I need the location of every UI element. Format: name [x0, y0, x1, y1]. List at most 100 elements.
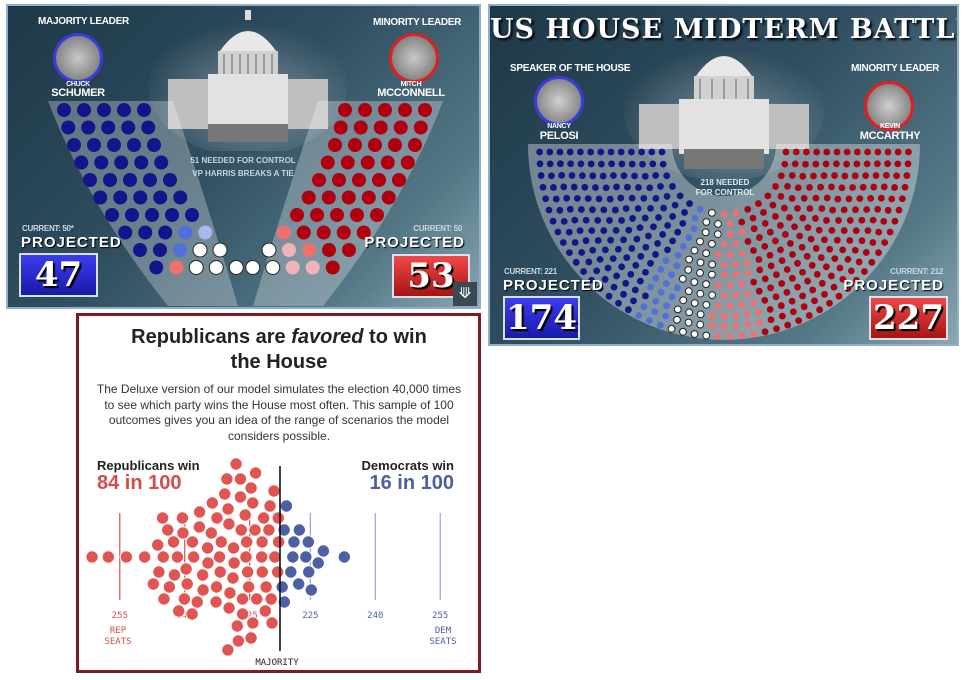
- house-seat-map: [490, 6, 959, 346]
- house-seat-tossup: [715, 221, 722, 228]
- house-seat-tossup: [691, 300, 698, 307]
- rep-win-outcome: [193, 506, 205, 518]
- senate-seat-dem: [93, 191, 107, 205]
- house-seat-rep: [905, 149, 912, 156]
- senate-seat-dem: [143, 173, 157, 187]
- house-seat-rep: [778, 280, 785, 287]
- rep-win-outcome: [215, 536, 227, 548]
- house-seat-dem: [640, 195, 647, 202]
- senate-seat-rep: [317, 226, 331, 240]
- house-seat-dem: [597, 149, 604, 156]
- house-seat-dem_lean: [663, 257, 670, 264]
- senate-seat-dem_lean: [173, 243, 187, 257]
- rep-win-outcome: [223, 602, 235, 614]
- rep-win-outcome: [163, 581, 175, 593]
- house-seat-dem_lean: [662, 313, 669, 320]
- house-seat-rep: [750, 215, 757, 222]
- rep-win-outcome: [157, 551, 169, 563]
- house-seat-rep: [863, 249, 870, 256]
- house-seat-dem: [577, 160, 584, 167]
- house-seat-dem_lean: [668, 271, 675, 278]
- senate-seat-tossup: [189, 261, 203, 275]
- senate-seat-rep: [310, 208, 324, 222]
- house-seat-rep: [809, 262, 816, 269]
- house-seat-dem_lean: [658, 289, 665, 296]
- house-seat-dem: [629, 195, 636, 202]
- rep-win-outcome: [138, 551, 150, 563]
- senate-seat-rep: [381, 156, 395, 170]
- house-seat-rep: [826, 300, 833, 307]
- house-seat-rep: [772, 238, 779, 245]
- house-seat-dem: [567, 160, 574, 167]
- senate-seat-dem: [105, 208, 119, 222]
- house-seat-rep: [768, 262, 775, 269]
- house-seat-dem: [638, 149, 645, 156]
- house-seat-dem: [654, 240, 661, 247]
- senate-seat-rep: [350, 208, 364, 222]
- senate-seat-dem: [61, 121, 75, 135]
- house-seat-dem: [645, 233, 652, 240]
- house-seat-dem: [542, 195, 549, 202]
- house-seat-rep: [809, 287, 816, 294]
- house-seat-rep: [860, 184, 867, 191]
- rep-win-outcome: [187, 551, 199, 563]
- house-seat-rep: [799, 173, 806, 180]
- house-seat-dem: [633, 236, 640, 243]
- share-button[interactable]: ⟱: [453, 282, 477, 306]
- house-seat-rep: [845, 256, 852, 263]
- rep-win-outcome: [266, 617, 278, 629]
- house-seat-dem: [664, 246, 671, 253]
- rep-win-outcome: [232, 635, 244, 647]
- rep-win-outcome: [271, 566, 283, 578]
- house-seat-dem: [612, 207, 619, 214]
- house-seat-rep_lean: [721, 323, 728, 330]
- house-seat-dem: [607, 196, 614, 203]
- house-seat-rep: [794, 284, 801, 291]
- senate-seat-dem: [127, 138, 141, 152]
- dem-projected-label: PROJECTED: [503, 277, 604, 294]
- house-seat-rep: [801, 195, 808, 202]
- house-seat-dem: [618, 217, 625, 224]
- senate-seat-rep: [332, 173, 346, 187]
- dem-win-outcome: [312, 557, 324, 569]
- house-seat-rep: [885, 207, 892, 214]
- house-seat-dem: [650, 223, 657, 230]
- house-seat-dem: [578, 206, 585, 213]
- senate-seat-rep: [354, 121, 368, 135]
- house-seat-rep: [767, 252, 774, 259]
- senate-seat-dem: [57, 103, 71, 117]
- house-seat-dem: [557, 149, 564, 156]
- house-seat-rep: [875, 249, 882, 256]
- rep-win-outcome: [205, 527, 217, 539]
- house-seat-rep: [792, 160, 799, 167]
- dem-axis-label: DEM SEATS: [423, 626, 463, 648]
- house-seat-tossup: [703, 250, 710, 257]
- dem-win-outcome: [317, 545, 329, 557]
- house-seat-tossup: [679, 275, 686, 282]
- senate-seat-tossup: [193, 243, 207, 257]
- rep-win-outcome: [242, 581, 254, 593]
- senate-seat-dem: [123, 173, 137, 187]
- senate-seat-dem: [74, 156, 88, 170]
- house-seat-rep: [803, 149, 810, 156]
- house-seat-dem: [606, 293, 613, 300]
- house-seat-rep_lean: [750, 300, 757, 307]
- house-seat-rep: [864, 149, 871, 156]
- rep-win-outcome: [211, 512, 223, 524]
- forecast-panel: Republicans are favored to win the House…: [76, 313, 481, 673]
- rep-win-outcome: [221, 473, 233, 485]
- house-seat-rep: [859, 237, 866, 244]
- dem-win-outcome: [338, 551, 350, 563]
- house-seat-rep: [796, 233, 803, 240]
- rep-win-outcome: [171, 551, 183, 563]
- senate-seat-rep: [312, 173, 326, 187]
- house-seat-dem: [546, 207, 553, 214]
- house-seat-rep: [856, 195, 863, 202]
- house-seat-dem: [572, 239, 579, 246]
- house-seat-rep: [895, 149, 902, 156]
- house-seat-rep: [875, 229, 882, 236]
- rep-win-outcome: [147, 578, 159, 590]
- house-seat-tossup: [709, 271, 716, 278]
- rep-win-outcome: [227, 542, 239, 554]
- house-seat-dem: [536, 149, 543, 156]
